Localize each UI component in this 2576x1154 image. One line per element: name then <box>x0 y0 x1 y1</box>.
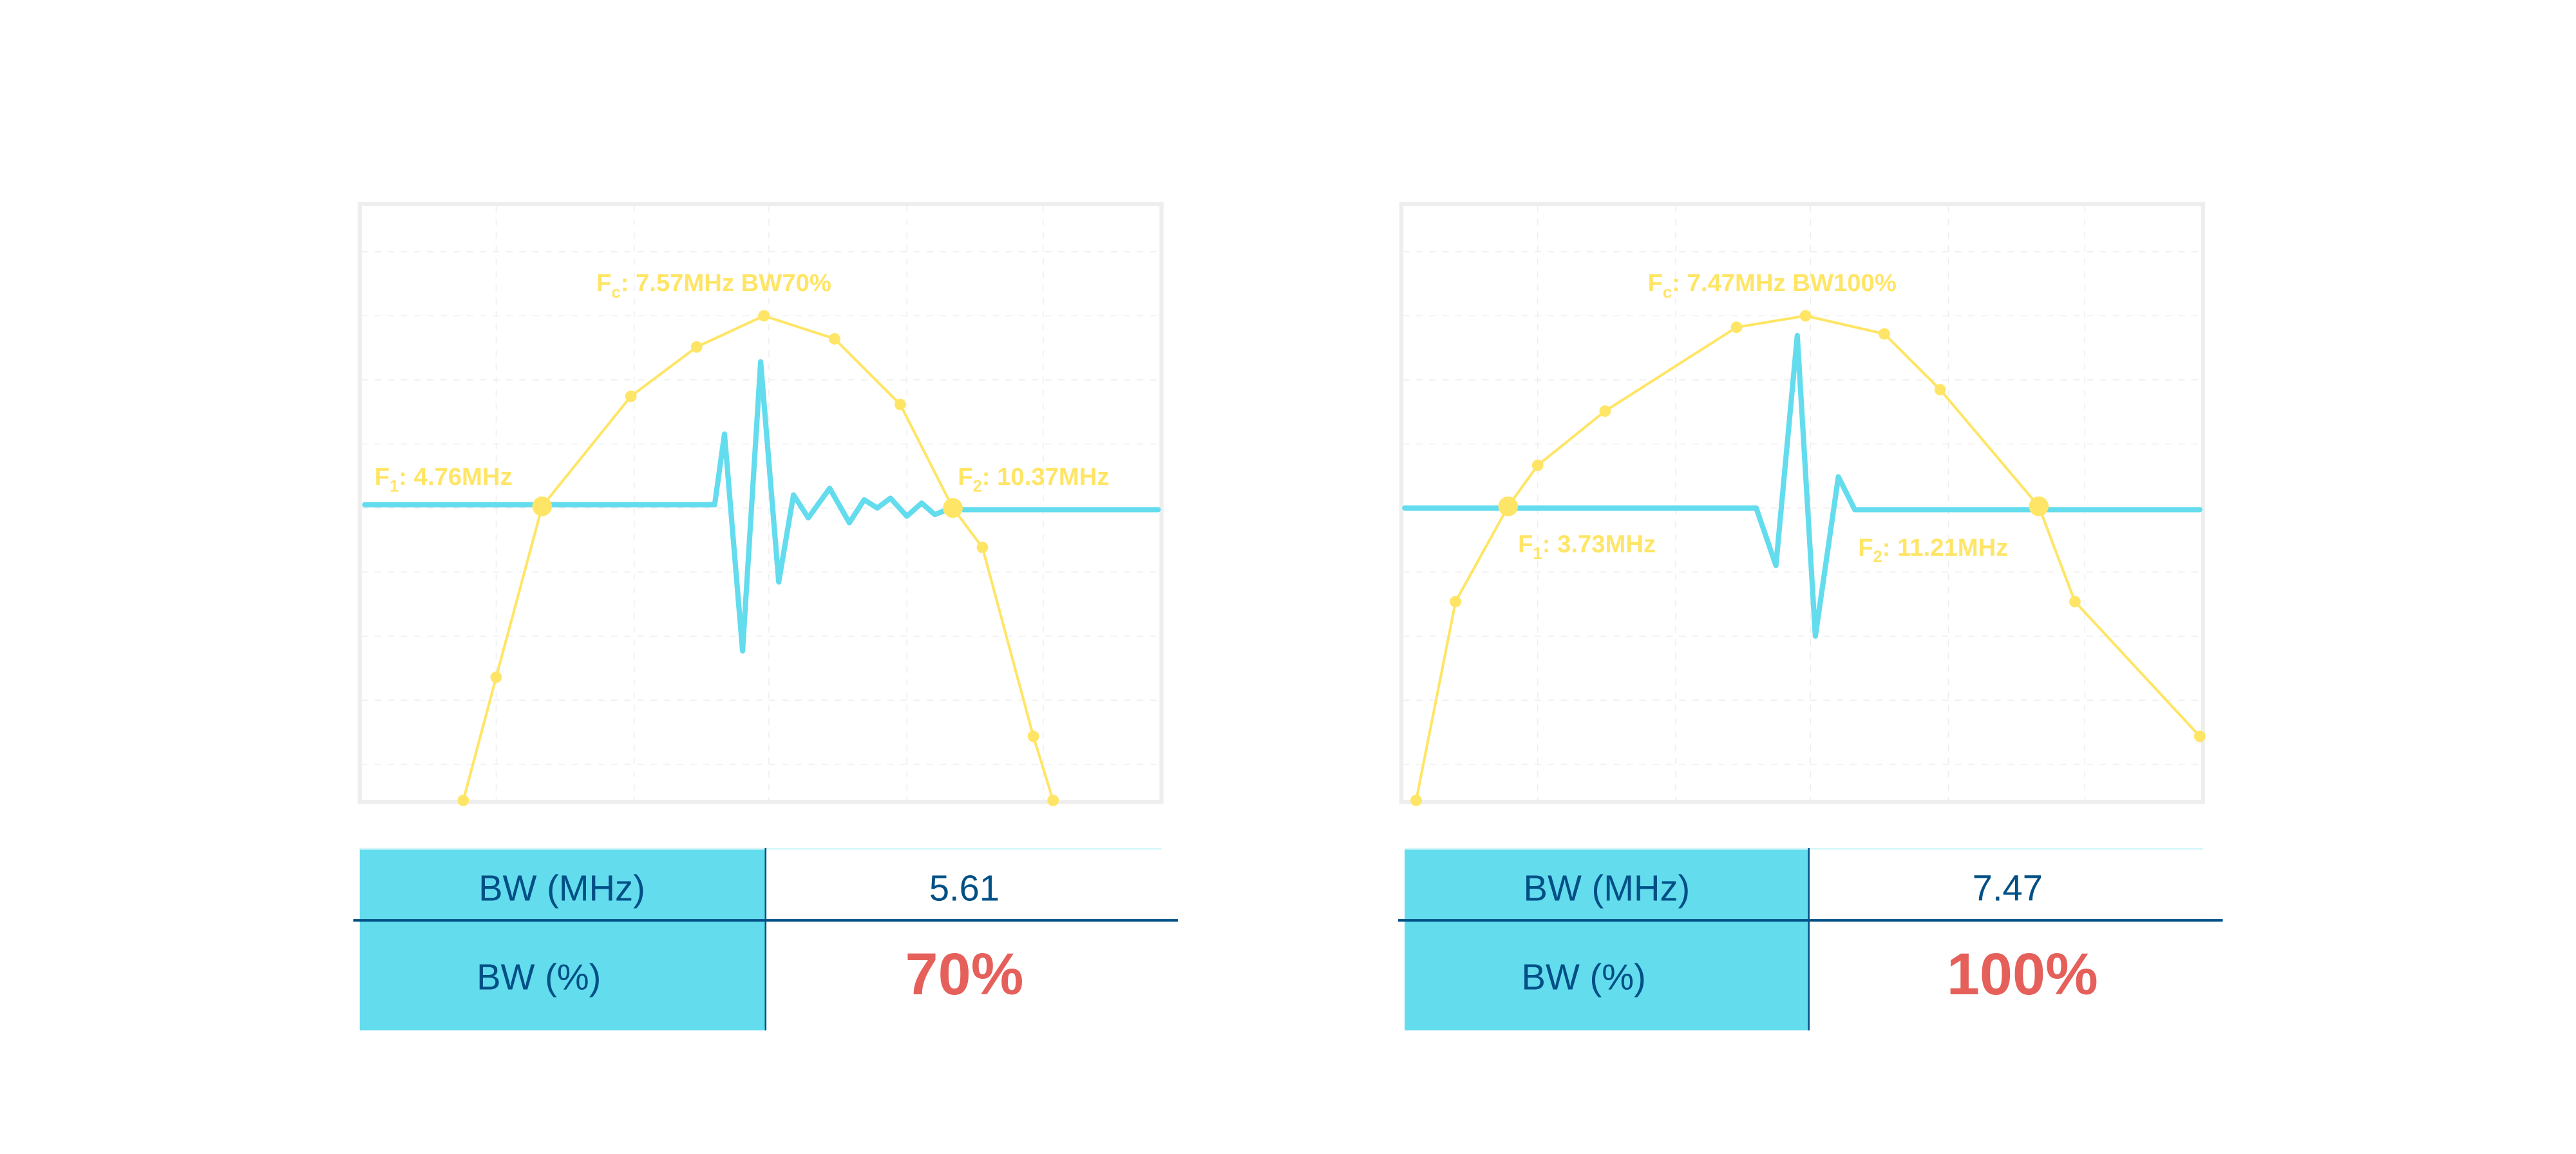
value-bw-mhz: 7.47 <box>1973 868 2043 909</box>
f1-label: F1: 3.73MHz <box>1518 531 1656 563</box>
response-point <box>1879 328 1890 340</box>
f1-label: F1: 4.76MHz <box>375 463 513 495</box>
cutoff-marker <box>2029 497 2049 516</box>
response-point <box>690 341 703 353</box>
frequency-response-curve <box>462 314 1055 801</box>
label-column-bg <box>1405 847 1809 1031</box>
response-point <box>1799 310 1812 322</box>
response-point <box>1027 730 1039 743</box>
response-point <box>2069 596 2081 608</box>
cutoff-marker <box>943 498 963 518</box>
response-point <box>1934 384 1946 396</box>
plot-frame <box>1399 202 2206 804</box>
f2-label: F2: 10.37MHz <box>958 463 1109 495</box>
panel-left: Fc: 7.57MHz BW70% F1: 4.76MHz F2: 10.37M… <box>353 202 1179 1031</box>
plot-left <box>357 202 1164 806</box>
pulse-waveform <box>1402 332 2202 639</box>
value-bw-percent: 100% <box>1947 941 2098 1007</box>
panel-right: Fc: 7.47MHz BW100% F1: 3.73MHz F2: 11.21… <box>1397 202 2223 1031</box>
response-point <box>2193 730 2206 743</box>
response-point <box>1047 795 1059 806</box>
row-label-bw-percent: BW (%) <box>477 956 601 997</box>
response-point <box>1730 321 1743 334</box>
row-label-bw-mhz: BW (MHz) <box>478 868 645 909</box>
fc-label: Fc: 7.47MHz BW100% <box>1648 269 1897 301</box>
fc-label: Fc: 7.57MHz BW70% <box>596 269 831 301</box>
response-point <box>758 310 770 322</box>
response-point <box>976 542 989 554</box>
response-point <box>1531 459 1544 471</box>
plot-frame <box>357 202 1164 804</box>
pulse-waveform <box>362 359 1161 654</box>
response-point <box>1410 795 1422 806</box>
frequency-response-curve <box>1414 314 2201 801</box>
cutoff-marker <box>1498 497 1519 516</box>
response-point <box>895 399 906 411</box>
response-point <box>828 333 840 345</box>
f2-label: F2: 11.21MHz <box>1858 534 2008 566</box>
response-point <box>625 390 637 402</box>
bandwidth-table-left: BW (MHz) 5.61 BW (%) 70% <box>353 847 1179 1031</box>
bandwidth-table-right: BW (MHz) 7.47 BW (%) 100% <box>1397 847 2223 1031</box>
label-column-bg <box>359 847 766 1031</box>
response-point <box>1599 405 1611 417</box>
value-bw-percent: 70% <box>905 941 1024 1007</box>
plot-right <box>1399 202 2206 806</box>
response-point <box>457 795 469 806</box>
cutoff-marker <box>532 497 553 516</box>
value-bw-mhz: 5.61 <box>929 868 999 909</box>
response-point <box>490 671 502 683</box>
row-label-bw-percent: BW (%) <box>1522 956 1646 997</box>
row-label-bw-mhz: BW (MHz) <box>1524 868 1690 909</box>
response-point <box>1450 596 1462 608</box>
